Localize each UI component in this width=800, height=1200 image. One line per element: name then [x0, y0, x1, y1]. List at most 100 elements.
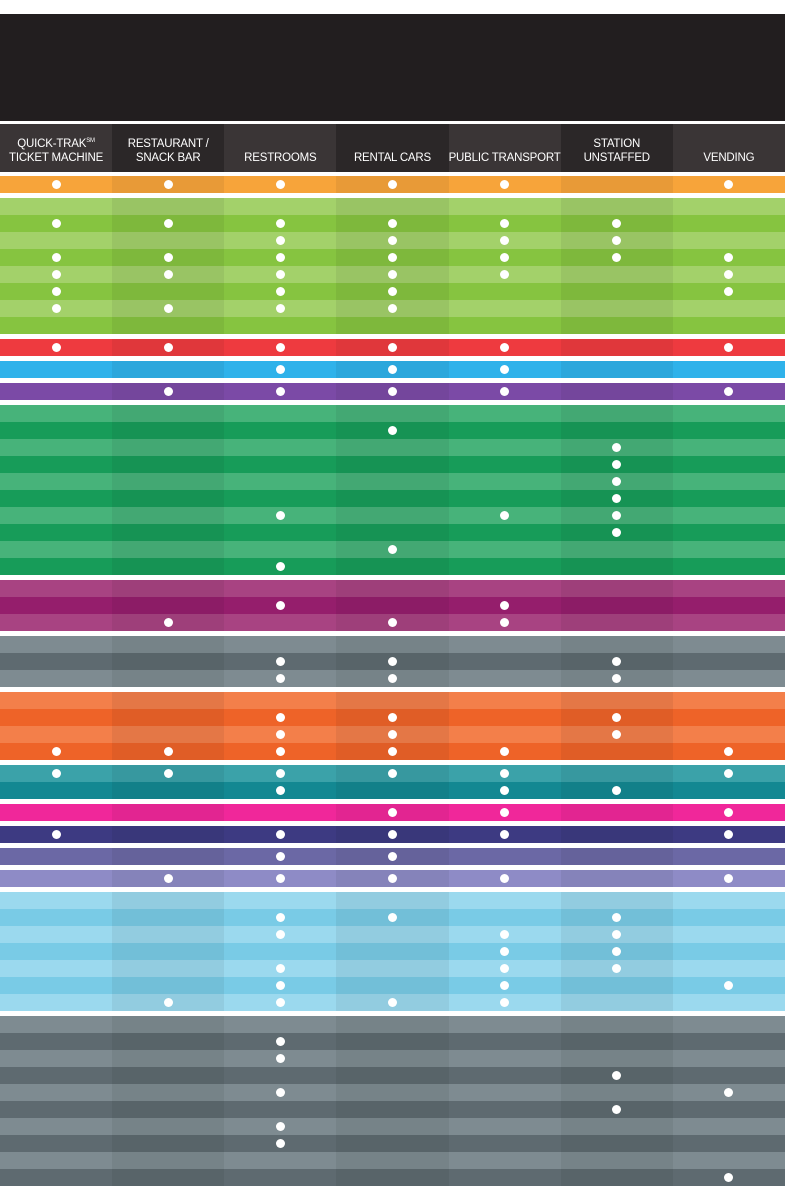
table-cell	[224, 1016, 337, 1033]
table-cell	[560, 743, 674, 760]
availability-dot	[612, 253, 622, 262]
table-cell	[672, 994, 786, 1011]
availability-dot	[612, 477, 622, 486]
table-cell	[672, 439, 786, 456]
availability-dot	[387, 769, 397, 778]
table-cell	[560, 960, 674, 977]
table-cell	[224, 283, 337, 300]
table-cell	[560, 300, 674, 317]
column-header-label: SNACK BAR	[135, 152, 201, 164]
table-row	[0, 597, 786, 614]
availability-dot	[275, 253, 285, 262]
availability-dot	[612, 1105, 622, 1114]
table-row	[0, 176, 786, 193]
table-cell	[336, 1016, 450, 1033]
table-cell	[448, 743, 562, 760]
table-cell	[112, 892, 225, 909]
availability-dot	[387, 545, 397, 554]
table-row	[0, 422, 786, 439]
table-cell	[224, 692, 337, 709]
table-cell	[0, 439, 113, 456]
table-cell	[336, 765, 450, 782]
table-cell	[672, 743, 786, 760]
table-cell	[672, 892, 786, 909]
availability-dot	[163, 747, 173, 756]
availability-dot	[51, 219, 61, 228]
table-cell	[112, 1033, 225, 1050]
table-row	[0, 266, 786, 283]
table-cell	[224, 339, 337, 356]
availability-dot	[500, 270, 510, 279]
table-cell	[672, 709, 786, 726]
table-cell	[0, 176, 113, 193]
table-cell	[336, 361, 450, 378]
availability-dot	[612, 443, 622, 452]
table-row	[0, 317, 786, 334]
table-cell	[448, 580, 562, 597]
table-cell	[448, 1033, 562, 1050]
availability-dot	[275, 830, 285, 839]
table-cell	[560, 909, 674, 926]
table-cell	[448, 198, 562, 215]
table-cell	[0, 826, 113, 843]
availability-dot	[275, 1037, 285, 1046]
table-cell	[560, 283, 674, 300]
table-cell	[448, 405, 562, 422]
column-header-label: RESTROOMS	[244, 152, 317, 164]
table-cell	[224, 580, 337, 597]
availability-dot	[612, 930, 622, 939]
table-cell	[672, 614, 786, 631]
table-cell	[112, 1084, 225, 1101]
table-cell	[672, 943, 786, 960]
table-cell	[224, 232, 337, 249]
table-cell	[560, 541, 674, 558]
table-cell	[0, 1169, 113, 1186]
table-cell	[0, 405, 113, 422]
table-cell	[672, 266, 786, 283]
table-cell	[336, 782, 450, 799]
table-cell	[224, 524, 337, 541]
table-cell	[336, 405, 450, 422]
table-cell	[0, 726, 113, 743]
table-cell	[336, 439, 450, 456]
table-cell	[0, 1135, 113, 1152]
table-cell	[0, 1067, 113, 1084]
table-cell	[224, 317, 337, 334]
table-cell	[336, 232, 450, 249]
availability-dot	[387, 998, 397, 1007]
table-cell	[448, 317, 562, 334]
availability-dot	[387, 236, 397, 245]
table-cell	[224, 994, 337, 1011]
table-cell	[336, 339, 450, 356]
table-cell	[560, 232, 674, 249]
table-cell	[336, 943, 450, 960]
table-cell	[224, 597, 337, 614]
table-cell	[112, 726, 225, 743]
table-cell	[336, 473, 450, 490]
table-cell	[560, 558, 674, 575]
availability-dot	[612, 730, 622, 739]
availability-dot	[387, 830, 397, 839]
table-cell	[560, 994, 674, 1011]
table-cell	[448, 960, 562, 977]
availability-dot	[724, 830, 734, 839]
table-cell	[448, 1101, 562, 1118]
table-cell	[672, 960, 786, 977]
table-cell	[560, 383, 674, 400]
availability-dot	[724, 387, 734, 396]
availability-dot	[387, 343, 397, 352]
table-cell	[560, 1084, 674, 1101]
table-cell	[336, 870, 450, 887]
table-cell	[560, 422, 674, 439]
table-cell	[0, 1118, 113, 1135]
table-cell	[112, 826, 225, 843]
availability-dot	[275, 747, 285, 756]
header-band	[0, 14, 785, 121]
table-cell	[0, 283, 113, 300]
table-cell	[112, 405, 225, 422]
table-cell	[560, 1033, 674, 1050]
availability-dot	[275, 674, 285, 683]
table-cell	[448, 1084, 562, 1101]
table-cell	[672, 782, 786, 799]
table-cell	[224, 361, 337, 378]
